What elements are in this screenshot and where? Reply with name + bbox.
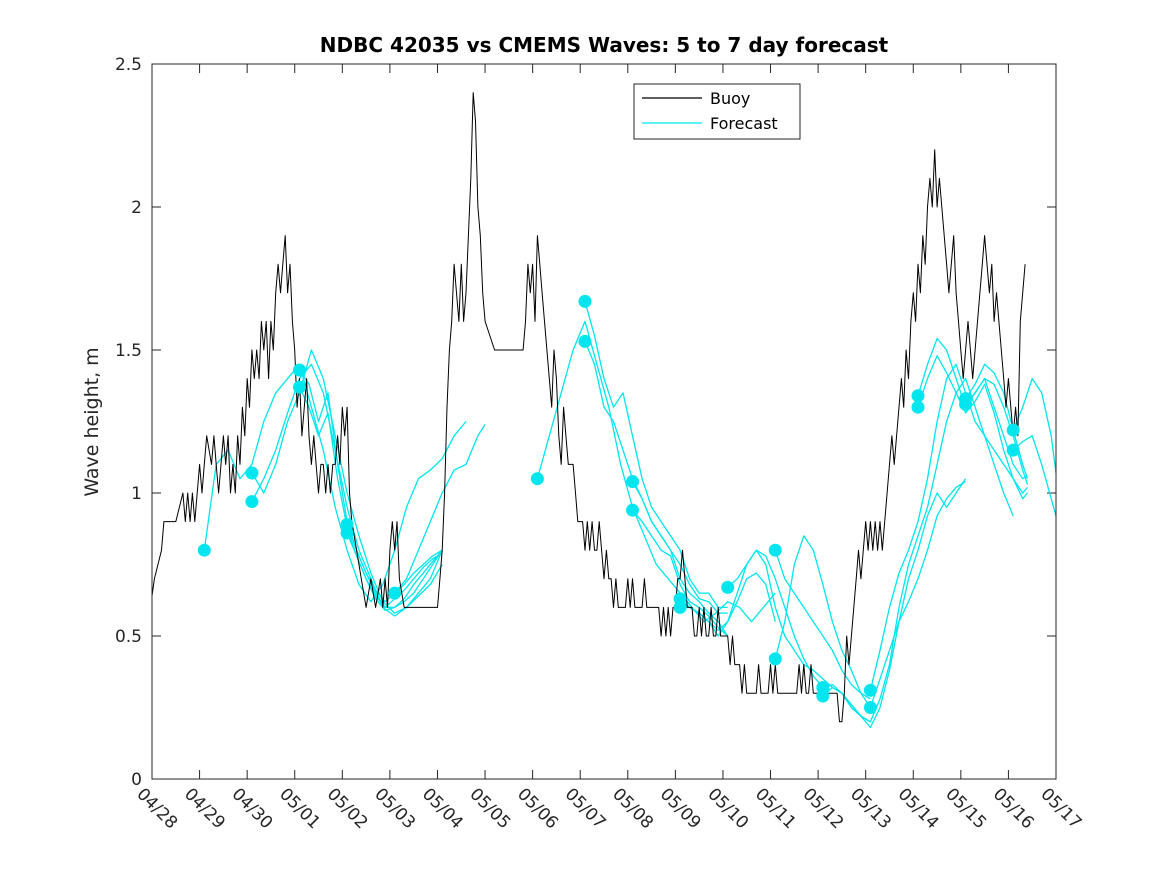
forecast-marker (911, 400, 925, 414)
forecast-marker (245, 495, 259, 509)
forecast-series-line (298, 386, 443, 611)
y-tick-label: 1.5 (115, 341, 142, 361)
forecast-series-line (251, 363, 443, 617)
buoy-series-line (151, 92, 1026, 723)
forecast-marker (292, 380, 306, 394)
y-tick-label: 0 (131, 770, 142, 790)
forecast-marker (340, 526, 354, 540)
forecast-series-line (822, 478, 967, 729)
plot-frame (151, 63, 1057, 780)
forecast-marker (959, 397, 973, 411)
forecast-series-line (965, 363, 1029, 479)
forecast-marker (863, 683, 877, 697)
forecast-marker (530, 472, 544, 486)
y-tick-label: 1 (131, 484, 142, 504)
forecast-series-line (680, 572, 776, 637)
forecast-series-line (869, 363, 1028, 691)
forecast-series-line (917, 355, 1028, 500)
y-tick-label: 2 (131, 198, 142, 218)
forecast-marker (197, 543, 211, 557)
y-tick-label: 2.5 (115, 55, 142, 75)
forecast-marker (578, 294, 592, 308)
forecast-marker (768, 543, 782, 557)
forecast-marker (388, 586, 402, 600)
forecast-marker (1006, 423, 1020, 437)
forecast-series-line (584, 301, 728, 609)
forecast-marker (292, 363, 306, 377)
forecast-marker (1006, 443, 1020, 457)
forecast-series-line (1012, 435, 1057, 517)
legend: Buoy Forecast (633, 83, 801, 140)
y-axis-label: Wave height, m (81, 347, 103, 496)
forecast-marker (626, 475, 640, 489)
forecast-series-line (869, 481, 966, 708)
legend-label-forecast: Forecast (710, 114, 778, 133)
forecast-marker (816, 689, 830, 703)
forecast-series-line (822, 377, 1014, 723)
forecast-marker (673, 600, 687, 614)
y-tick-label: 0.5 (115, 627, 142, 647)
forecast-marker (245, 466, 259, 480)
series-layer (151, 92, 1057, 729)
forecast-series-line (298, 369, 443, 609)
forecast-marker (626, 503, 640, 517)
forecast-markers (197, 294, 1020, 714)
y-axis-ticks: 0 0.5 1 1.5 2 2.5 (115, 55, 1056, 790)
forecast-series-line (394, 424, 486, 594)
chart-title: NDBC 42035 vs CMEMS Waves: 5 to 7 day fo… (320, 33, 889, 57)
legend-label-buoy: Buoy (710, 89, 750, 108)
forecast-series-line (774, 549, 871, 700)
forecast-marker (768, 652, 782, 666)
forecast-series-line (251, 349, 443, 614)
forecast-series-line (774, 535, 871, 708)
forecast-marker (863, 701, 877, 714)
forecast-series-line (965, 377, 1029, 485)
forecast-series-line (727, 549, 824, 688)
forecast-marker (911, 389, 925, 403)
forecast-series-line (1012, 377, 1057, 474)
forecast-marker (578, 334, 592, 348)
forecast-marker (721, 580, 735, 594)
legend-box (633, 83, 801, 140)
